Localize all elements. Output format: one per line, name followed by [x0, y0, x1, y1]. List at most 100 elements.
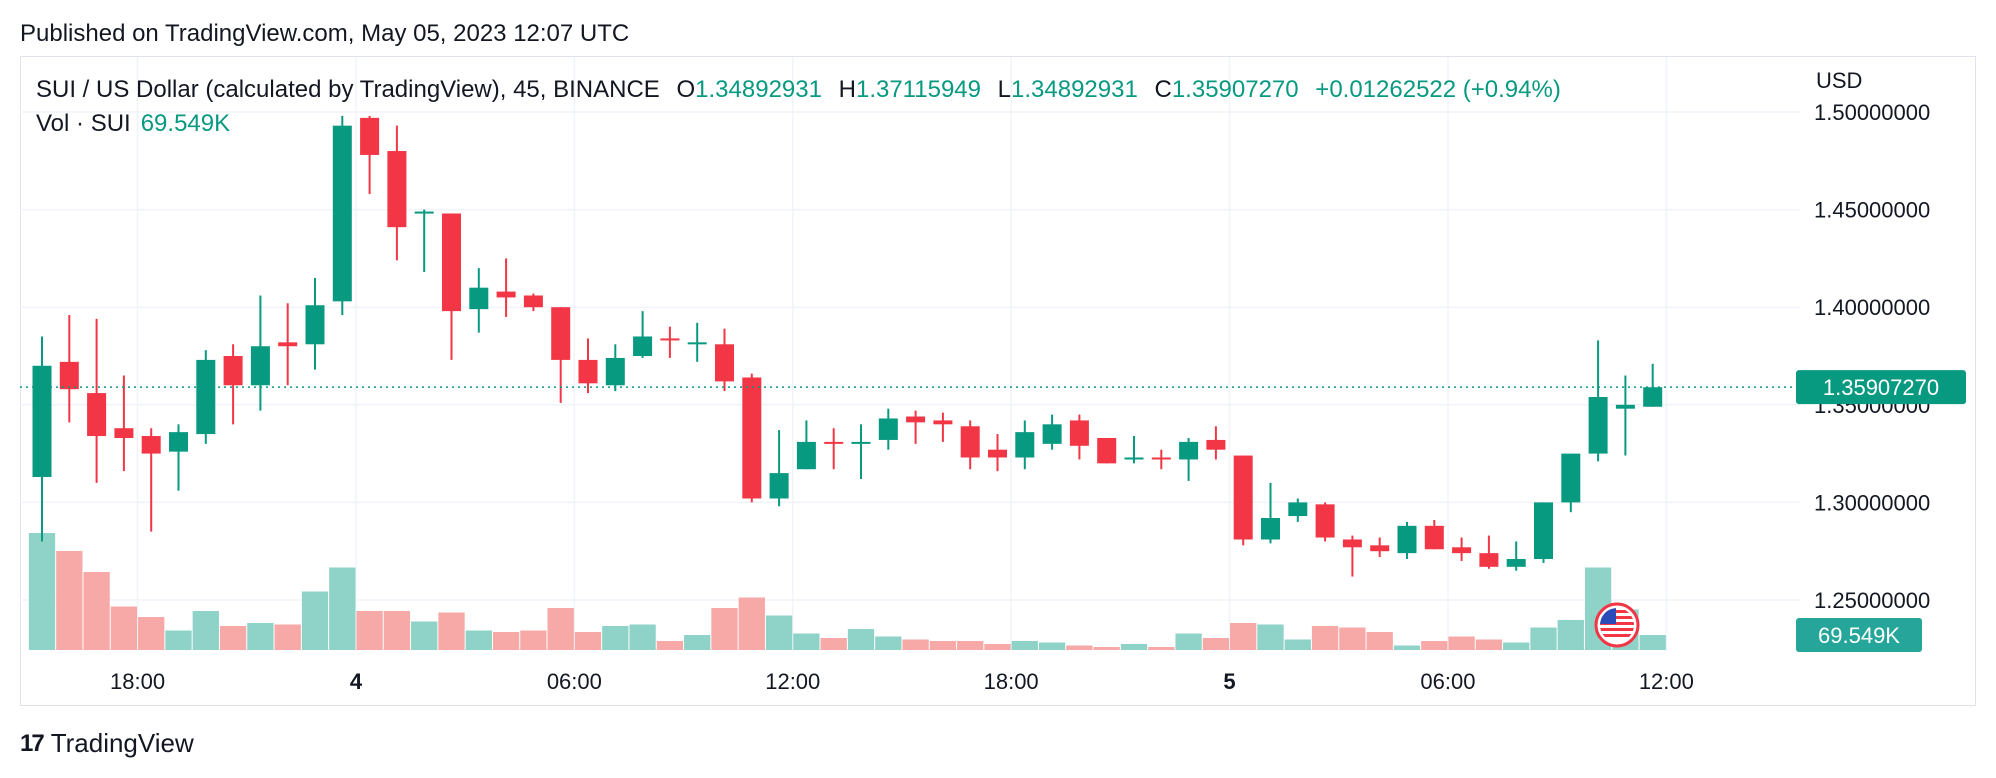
candle[interactable]	[1206, 426, 1226, 460]
chart-frame[interactable]	[20, 56, 1976, 706]
volume-label[interactable]: Vol · SUI	[36, 110, 131, 137]
symbol-name[interactable]: SUI / US Dollar (calculated by TradingVi…	[36, 76, 660, 103]
candle[interactable]	[496, 258, 516, 317]
candle-body	[1452, 547, 1472, 554]
last-price-tag: 1.35907270	[1796, 370, 1966, 405]
candle[interactable]	[796, 420, 816, 470]
candle[interactable]	[1424, 519, 1444, 550]
volume-bar	[356, 611, 383, 650]
volume-bar	[165, 630, 192, 650]
high-value: 1.37115949	[855, 76, 981, 103]
candle[interactable]	[906, 410, 926, 444]
candle[interactable]	[1643, 363, 1663, 407]
candle[interactable]	[1506, 541, 1526, 571]
candle[interactable]	[387, 125, 407, 261]
volume-bar	[1202, 638, 1230, 650]
candle[interactable]	[1561, 453, 1581, 513]
candle-body	[988, 449, 1007, 458]
volume-bar	[138, 617, 165, 650]
symbol-legend: SUI / US Dollar (calculated by TradingVi…	[36, 76, 1561, 104]
us-flag-icon[interactable]	[1594, 602, 1640, 648]
time-tick-label: 06:00	[1420, 669, 1475, 694]
candle[interactable]	[223, 344, 243, 425]
candle[interactable]	[1151, 449, 1171, 470]
low-label: L	[997, 76, 1012, 103]
candle[interactable]	[633, 311, 653, 358]
candle[interactable]	[1179, 437, 1199, 481]
candle[interactable]	[1588, 340, 1608, 462]
candle[interactable]	[1069, 414, 1089, 460]
candle-body	[87, 393, 107, 437]
candle[interactable]	[523, 293, 543, 312]
candle[interactable]	[114, 375, 134, 472]
candle[interactable]	[305, 277, 325, 370]
candle[interactable]	[1261, 482, 1280, 544]
candle[interactable]	[59, 315, 79, 423]
candle[interactable]	[851, 424, 871, 479]
candle-body	[1233, 455, 1253, 540]
volume-bar	[765, 615, 793, 650]
candle[interactable]	[742, 373, 762, 503]
candle[interactable]	[769, 430, 789, 507]
candle[interactable]	[687, 322, 707, 362]
volume-value: 69.549K	[140, 110, 231, 137]
candle[interactable]	[360, 115, 380, 194]
candle-body	[469, 287, 489, 310]
candle[interactable]	[605, 344, 625, 392]
candle-body	[1097, 437, 1117, 464]
candle[interactable]	[1342, 535, 1362, 577]
volume-bar	[192, 611, 219, 650]
candle[interactable]	[1042, 414, 1062, 450]
candle[interactable]	[278, 303, 298, 386]
volume-bar	[957, 641, 984, 650]
candle-body	[332, 125, 352, 302]
candle[interactable]	[660, 326, 680, 358]
candle[interactable]	[715, 328, 734, 392]
candle[interactable]	[1452, 537, 1472, 561]
candle-body	[796, 441, 816, 470]
volume-bar	[656, 641, 684, 650]
candle[interactable]	[169, 424, 188, 491]
candle[interactable]	[1615, 375, 1635, 456]
candle[interactable]	[141, 428, 161, 532]
volume-bar	[411, 621, 438, 650]
candle[interactable]	[551, 307, 571, 403]
candle[interactable]	[1397, 521, 1417, 560]
candle-body	[1206, 439, 1226, 450]
candle[interactable]	[824, 428, 844, 470]
last-price-label: 1.35907270	[1823, 375, 1939, 400]
volume-bar	[1175, 633, 1202, 650]
candle[interactable]	[988, 434, 1007, 472]
candle[interactable]	[1097, 437, 1117, 464]
candle-body	[851, 441, 871, 444]
candle[interactable]	[1288, 498, 1308, 522]
candle-body	[360, 117, 380, 155]
candle[interactable]	[442, 213, 461, 360]
candle[interactable]	[1233, 455, 1253, 546]
candle[interactable]	[414, 209, 434, 273]
candle[interactable]	[933, 412, 953, 442]
candle[interactable]	[1015, 420, 1035, 470]
candle[interactable]	[578, 338, 598, 394]
candle[interactable]	[469, 268, 489, 333]
candle[interactable]	[1315, 502, 1335, 542]
candle[interactable]	[1479, 535, 1499, 569]
volume-bar	[629, 624, 656, 650]
candle-body	[223, 356, 243, 386]
candle[interactable]	[250, 295, 270, 411]
candle[interactable]	[1124, 436, 1144, 464]
candle[interactable]	[332, 115, 352, 316]
tradingview-logo[interactable]: 17 TradingView	[20, 728, 194, 759]
candle[interactable]	[960, 420, 980, 470]
candle[interactable]	[1534, 502, 1553, 563]
currency-label[interactable]: USD	[1816, 68, 1863, 93]
candle[interactable]	[1370, 537, 1390, 558]
candle[interactable]	[32, 336, 52, 542]
candle[interactable]	[87, 318, 107, 483]
volume-bar	[984, 644, 1011, 650]
candle[interactable]	[878, 408, 898, 450]
volume-bar	[929, 641, 957, 650]
volume-bar	[383, 611, 411, 650]
candle[interactable]	[196, 350, 216, 444]
